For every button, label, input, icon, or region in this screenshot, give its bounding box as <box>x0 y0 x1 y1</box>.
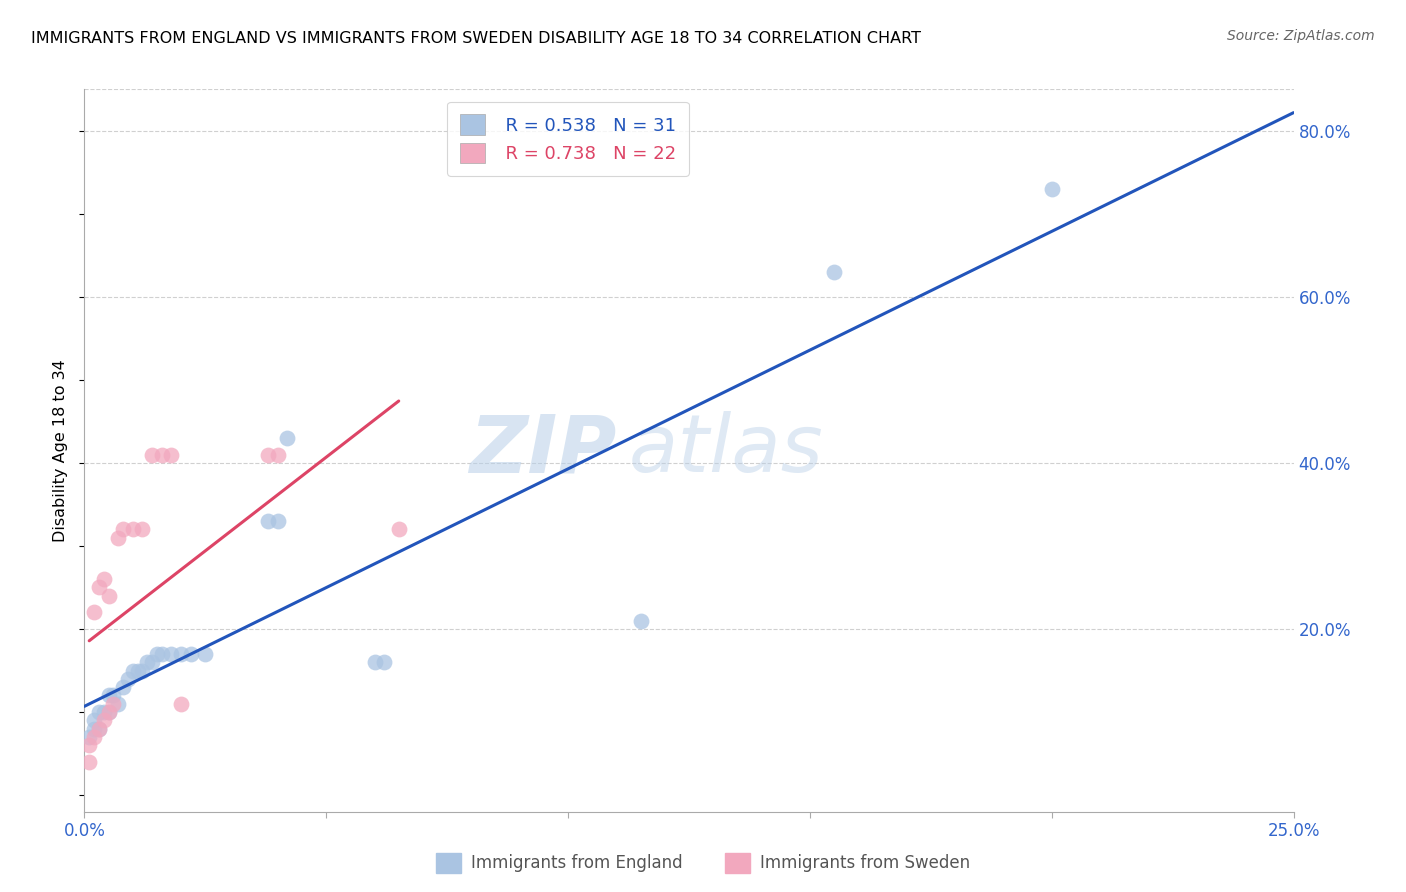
Text: ZIP: ZIP <box>470 411 616 490</box>
Point <box>93 705 115 719</box>
Point <box>103 689 125 703</box>
Point <box>131 664 153 678</box>
Point <box>150 647 173 661</box>
Point <box>93 572 115 586</box>
Point <box>112 680 135 694</box>
Point <box>363 655 385 669</box>
Point <box>257 448 280 462</box>
Point <box>83 606 105 620</box>
Point <box>112 522 135 536</box>
Point <box>117 672 139 686</box>
Point <box>1040 182 1063 196</box>
Point <box>131 522 153 536</box>
Point <box>93 714 115 728</box>
Text: Source: ZipAtlas.com: Source: ZipAtlas.com <box>1227 29 1375 43</box>
Point <box>373 655 395 669</box>
Legend:   R = 0.538   N = 31,   R = 0.738   N = 22: R = 0.538 N = 31, R = 0.738 N = 22 <box>447 102 689 176</box>
Point <box>83 722 105 736</box>
Point <box>97 705 120 719</box>
Point <box>141 655 163 669</box>
Point <box>77 730 100 744</box>
Point <box>136 655 159 669</box>
Text: IMMIGRANTS FROM ENGLAND VS IMMIGRANTS FROM SWEDEN DISABILITY AGE 18 TO 34 CORREL: IMMIGRANTS FROM ENGLAND VS IMMIGRANTS FR… <box>31 31 921 46</box>
Point <box>146 647 169 661</box>
Point <box>87 581 110 595</box>
Point <box>83 730 105 744</box>
Point <box>267 448 290 462</box>
Point <box>267 514 290 528</box>
Point <box>83 714 105 728</box>
Point <box>388 522 411 536</box>
Point <box>160 448 183 462</box>
Point <box>194 647 217 661</box>
Point <box>107 531 129 545</box>
Point <box>121 522 143 536</box>
Point <box>87 722 110 736</box>
Point <box>823 265 845 279</box>
Point <box>97 689 120 703</box>
Point <box>87 705 110 719</box>
Text: atlas: atlas <box>628 411 824 490</box>
Point <box>630 614 652 628</box>
Point <box>121 664 143 678</box>
Point <box>87 722 110 736</box>
Point <box>160 647 183 661</box>
Point <box>77 739 100 753</box>
Point <box>97 589 120 603</box>
Point <box>170 697 193 711</box>
Y-axis label: Disability Age 18 to 34: Disability Age 18 to 34 <box>53 359 69 541</box>
Point <box>77 755 100 769</box>
Point <box>103 697 125 711</box>
Point <box>97 705 120 719</box>
Point <box>170 647 193 661</box>
Point <box>150 448 173 462</box>
Point <box>107 697 129 711</box>
Point <box>276 431 298 445</box>
Point <box>180 647 202 661</box>
Point <box>257 514 280 528</box>
Point <box>141 448 163 462</box>
Legend: Immigrants from England, Immigrants from Sweden: Immigrants from England, Immigrants from… <box>430 847 976 880</box>
Point <box>127 664 149 678</box>
